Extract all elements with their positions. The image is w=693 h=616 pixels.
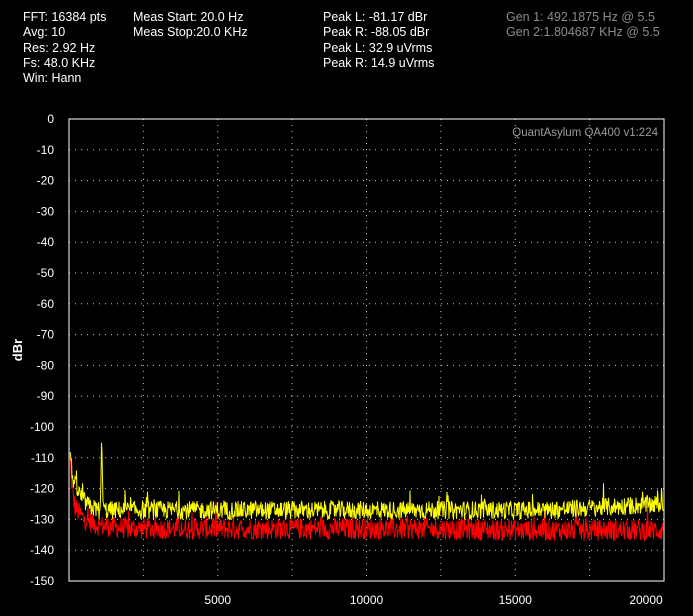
- generator-block: Gen 1: 492.1875 Hz @ 5.5 Gen 2:1.804687 …: [506, 10, 660, 41]
- fft-size-text: FFT: 16384 pts: [23, 10, 107, 24]
- plot-frame: [68, 118, 665, 582]
- y-tick-label: -140: [30, 543, 54, 557]
- y-tick-label: -100: [30, 420, 54, 434]
- resolution-text: Res: 2.92 Hz: [23, 40, 96, 55]
- y-tick-label: -30: [37, 204, 55, 218]
- y-tick-label: -40: [37, 235, 55, 249]
- measurement-range-block: Meas Start: 20.0 Hz Meas Stop:20.0 KHz: [133, 10, 248, 41]
- x-tick-label: 10000: [350, 593, 384, 607]
- y-tick-label: -90: [37, 389, 55, 403]
- gen2-text: Gen 2:1.804687 KHz @ 5.5: [506, 25, 660, 40]
- window-text: Win: Hann: [23, 71, 82, 86]
- peak-right-dbr-text: Peak R: -88.05 dBr: [323, 25, 430, 40]
- x-tick-label: 20000: [629, 593, 663, 607]
- x-tick-labels: 5000 10000 15000 20000: [204, 593, 663, 607]
- y-tick-labels: 0 -10 -20 -30 -40 -50 -60 -70 -80 -90 -100 -110 -120…: [30, 112, 54, 588]
- peak-right-vrms-text: Peak R: 14.9 uVrms: [323, 55, 435, 70]
- peak-readout-block: Peak L: -81.17 dBr Peak R: -88.05 dBr Pe…: [323, 10, 434, 71]
- series-group: [69, 442, 664, 542]
- y-tick-label: -110: [31, 451, 54, 465]
- peak-left-vrms-text: Peak L: 32.9 uVrms: [323, 40, 433, 55]
- y-tick-label: -60: [37, 297, 55, 311]
- y-tick-label: -150: [30, 574, 54, 588]
- gen1-text: Gen 1: 492.1875 Hz @ 5.5: [506, 10, 655, 24]
- y-tick-label: -70: [37, 328, 55, 342]
- y-tick-label: -10: [37, 143, 55, 157]
- y-tick-label: -80: [37, 358, 55, 372]
- right-channel-trace: [69, 454, 664, 542]
- y-tick-label: -20: [37, 174, 55, 188]
- fft-settings-block: FFT: 16384 pts Avg: 10 Res: 2.92 Hz Fs: …: [23, 10, 106, 86]
- meas-stop-text: Meas Stop:20.0 KHz: [133, 25, 248, 40]
- y-tick-label: -120: [30, 482, 54, 496]
- x-tick-label: 15000: [499, 593, 533, 607]
- y-tick-label: -130: [30, 512, 54, 526]
- meas-start-text: Meas Start: 20.0 Hz: [133, 10, 244, 24]
- peak-left-dbr-text: Peak L: -81.17 dBr: [323, 10, 428, 24]
- y-tick-label: -50: [37, 266, 55, 280]
- y-axis-label: dBr: [10, 339, 25, 361]
- y-tick-label: 0: [47, 112, 54, 126]
- left-channel-trace: [69, 442, 664, 521]
- x-tick-label: 5000: [204, 593, 231, 607]
- watermark-text: QuantAsylum QA400 v1:224: [512, 127, 658, 139]
- averages-text: Avg: 10: [23, 25, 66, 40]
- sample-rate-text: Fs: 48.0 KHz: [23, 55, 96, 70]
